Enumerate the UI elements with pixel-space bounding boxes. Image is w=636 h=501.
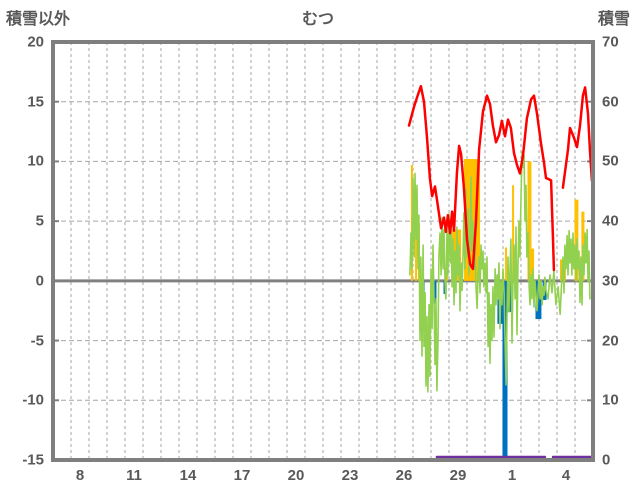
right-axis-tick-label: 0: [602, 451, 611, 469]
orange-bars: [505, 247, 508, 281]
right-axis-tick-label: 60: [602, 93, 619, 111]
plot-border: [51, 40, 595, 462]
x-axis-tick-label: 11: [126, 467, 142, 484]
left-axis-title: 積雪以外: [6, 11, 71, 28]
orange-bars: [530, 248, 535, 281]
right-axis-tick-label: 70: [602, 33, 619, 51]
right-axis-tick-label: 40: [602, 212, 619, 230]
left-axis-tick-label: 10: [27, 152, 44, 170]
left-axis-tick-label: 5: [35, 212, 44, 230]
x-axis-tick-label: 23: [341, 467, 359, 484]
orange-bars: [512, 185, 515, 281]
blue-bars: [433, 280, 437, 304]
left-axis-tick-label: 20: [27, 33, 44, 51]
orange-bars: [527, 161, 532, 281]
red-line: [407, 84, 556, 272]
x-axis-tick-label: 29: [449, 467, 467, 484]
x-axis-tick-label: 8: [75, 467, 85, 484]
right-axis-title: 積雪: [597, 11, 630, 28]
right-axis-tick-label: 10: [602, 391, 619, 409]
orange-bars: [559, 259, 562, 281]
red-line: [561, 86, 593, 189]
left-axis-tick-label: 15: [27, 93, 44, 111]
x-axis-tick-label: 1: [507, 467, 517, 484]
x-axis-tick-label: 4: [561, 467, 571, 484]
blue-bars: [535, 280, 542, 320]
chart-title: むつ: [301, 11, 334, 28]
right-axis-tick-label: 50: [602, 152, 619, 170]
left-axis-tick-label: -15: [22, 451, 44, 469]
orange-bars: [415, 215, 418, 281]
green-line: [409, 151, 591, 393]
left-axis-tick-label: 0: [35, 272, 44, 290]
left-axis-tick-label: -10: [22, 391, 44, 409]
x-axis-tick-label: 14: [179, 467, 197, 484]
right-axis-tick-label: 30: [602, 272, 619, 290]
left-axis-tick-label: -5: [30, 332, 44, 350]
x-axis-tick-label: 26: [395, 467, 413, 484]
x-axis-tick-label: 20: [287, 467, 305, 484]
x-axis-tick-label: 17: [233, 467, 251, 484]
right-axis-tick-label: 20: [602, 332, 619, 350]
